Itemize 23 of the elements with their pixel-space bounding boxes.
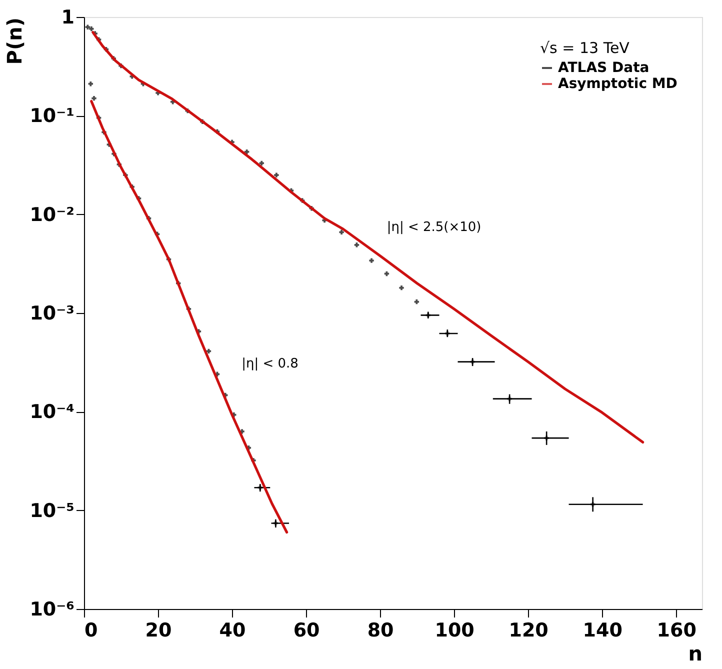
legend-label: ATLAS Data: [558, 60, 650, 76]
y-tick-label: 1: [61, 6, 74, 28]
y-tick-label: 10⁻⁵: [30, 500, 74, 522]
x-tick-label: 120: [508, 620, 548, 642]
x-axis-title: n: [688, 642, 702, 666]
y-tick-label: 10⁻³: [30, 302, 74, 324]
y-tick-label: 10⁻⁶: [30, 598, 74, 620]
y-tick-label: 10⁻⁴: [30, 401, 74, 424]
y-tick-label: 10⁻¹: [30, 105, 74, 128]
x-tick-label: 40: [219, 620, 246, 642]
y-axis-title: P(n): [2, 18, 27, 65]
x-tick-label: 0: [84, 620, 98, 642]
legend-title: √s = 13 TeV: [540, 39, 630, 57]
x-tick-label: 140: [582, 620, 622, 642]
x-tick-label: 60: [293, 620, 320, 642]
legend-label: Asymptotic MD: [558, 76, 678, 92]
x-tick-label: 80: [367, 620, 394, 642]
annotation: |η| < 2.5(×10): [386, 220, 482, 236]
x-tick-label: 100: [434, 620, 474, 642]
x-tick-label: 160: [656, 620, 696, 642]
y-tick-label: 10⁻²: [30, 204, 74, 226]
x-tick-label: 20: [145, 620, 172, 642]
annotation: |η| < 0.8: [242, 356, 298, 372]
